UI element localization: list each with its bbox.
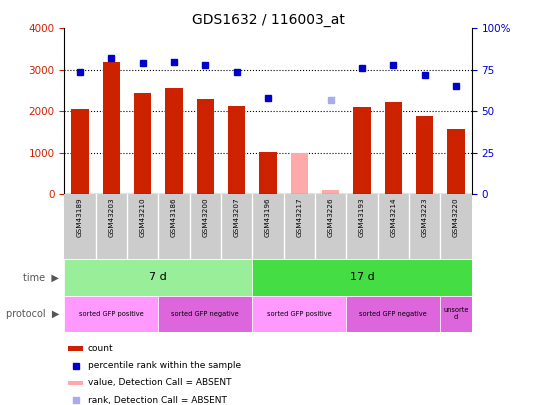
Title: GDS1632 / 116003_at: GDS1632 / 116003_at bbox=[191, 13, 345, 27]
Bar bbox=[103, 62, 120, 194]
Text: GSM43223: GSM43223 bbox=[422, 198, 428, 237]
Text: GSM43217: GSM43217 bbox=[296, 198, 302, 237]
Text: sorted GFP positive: sorted GFP positive bbox=[267, 311, 332, 317]
Text: unsorte
d: unsorte d bbox=[443, 307, 469, 320]
Bar bbox=[197, 98, 214, 194]
Text: GSM43200: GSM43200 bbox=[202, 198, 209, 237]
Text: value, Detection Call = ABSENT: value, Detection Call = ABSENT bbox=[88, 378, 232, 388]
Text: time  ▶: time ▶ bbox=[23, 273, 59, 282]
Bar bbox=[69, 381, 83, 385]
Text: GSM43193: GSM43193 bbox=[359, 198, 365, 237]
Bar bbox=[228, 106, 245, 194]
Bar bbox=[353, 107, 370, 194]
Text: GSM43203: GSM43203 bbox=[108, 198, 114, 237]
Text: GSM43220: GSM43220 bbox=[453, 198, 459, 237]
Bar bbox=[252, 259, 472, 296]
Text: sorted GFP negative: sorted GFP negative bbox=[360, 311, 427, 317]
Text: sorted GFP negative: sorted GFP negative bbox=[172, 311, 239, 317]
Text: GSM43186: GSM43186 bbox=[171, 198, 177, 237]
Bar bbox=[346, 296, 441, 332]
Text: GSM43189: GSM43189 bbox=[77, 198, 83, 237]
Text: sorted GFP positive: sorted GFP positive bbox=[79, 311, 144, 317]
Bar bbox=[416, 115, 433, 194]
Text: GSM43226: GSM43226 bbox=[327, 198, 334, 237]
Bar bbox=[64, 259, 252, 296]
Bar bbox=[64, 296, 158, 332]
Bar bbox=[71, 109, 88, 194]
Bar bbox=[291, 153, 308, 194]
Bar bbox=[448, 129, 465, 194]
Text: count: count bbox=[88, 344, 114, 353]
Text: GSM43196: GSM43196 bbox=[265, 198, 271, 237]
Bar bbox=[166, 88, 183, 194]
Bar bbox=[441, 296, 472, 332]
Bar bbox=[158, 296, 252, 332]
Bar bbox=[69, 347, 83, 351]
Text: protocol  ▶: protocol ▶ bbox=[5, 309, 59, 319]
Text: percentile rank within the sample: percentile rank within the sample bbox=[88, 361, 241, 370]
Bar bbox=[252, 296, 346, 332]
Text: rank, Detection Call = ABSENT: rank, Detection Call = ABSENT bbox=[88, 396, 227, 405]
Bar bbox=[322, 190, 339, 194]
Text: GSM43214: GSM43214 bbox=[390, 198, 396, 237]
Text: GSM43210: GSM43210 bbox=[140, 198, 146, 237]
Text: 7 d: 7 d bbox=[150, 273, 167, 282]
Bar bbox=[259, 152, 277, 194]
Bar bbox=[134, 93, 151, 194]
Bar bbox=[385, 102, 402, 194]
Text: 17 d: 17 d bbox=[349, 273, 374, 282]
Text: GSM43207: GSM43207 bbox=[234, 198, 240, 237]
